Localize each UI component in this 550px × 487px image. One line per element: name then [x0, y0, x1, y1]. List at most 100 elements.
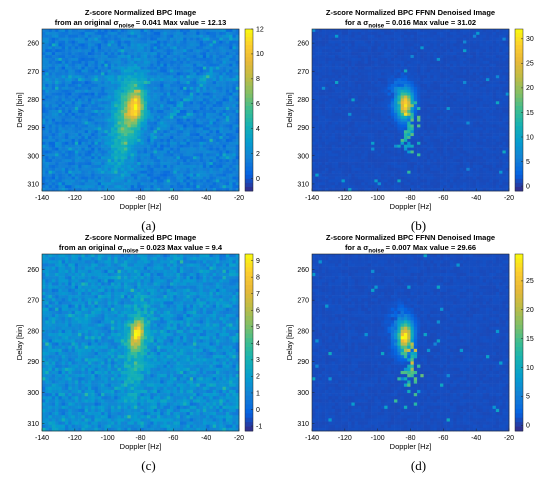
heatmap-cell: [64, 185, 69, 189]
heatmap-cell: [124, 75, 128, 79]
heatmap-cell: [407, 89, 411, 93]
heatmap-cell: [163, 188, 168, 192]
heatmap-cell: [397, 29, 401, 33]
heatmap-cell: [472, 72, 477, 76]
heatmap-cell: [114, 43, 118, 47]
heatmap-cell: [338, 75, 342, 79]
heatmap-cell: [354, 95, 359, 99]
heatmap-cell: [328, 29, 332, 33]
heatmap-cell: [212, 153, 217, 157]
heatmap-cell: [235, 57, 240, 62]
heatmap-cell: [166, 124, 171, 128]
heatmap-cell: [420, 72, 424, 76]
heatmap-cell: [328, 66, 332, 70]
heatmap-cell: [120, 150, 125, 154]
heatmap-cell: [193, 150, 197, 154]
heatmap-cell: [170, 66, 174, 70]
heatmap-cell: [390, 60, 395, 65]
heatmap-cell: [78, 31, 82, 36]
heatmap-cell: [61, 60, 66, 65]
heatmap-cell: [315, 55, 319, 59]
heatmap-cell: [479, 83, 484, 88]
heatmap-cell: [101, 49, 105, 53]
heatmap-cell: [433, 98, 438, 102]
heatmap-cell: [133, 110, 138, 114]
heatmap-cell: [55, 112, 59, 117]
heatmap-cell: [212, 147, 217, 151]
heatmap-cell: [163, 115, 168, 119]
heatmap-cell: [232, 127, 237, 131]
heatmap-cell: [328, 83, 332, 88]
heatmap-cell: [176, 110, 181, 114]
heatmap-cell: [124, 83, 128, 88]
heatmap-cell: [150, 89, 154, 93]
heatmap-cell: [315, 40, 319, 44]
heatmap-cell: [173, 138, 177, 143]
heatmap-cell: [374, 66, 378, 70]
heatmap-cell: [127, 78, 131, 82]
heatmap-cell: [380, 89, 385, 93]
heatmap-cell: [130, 92, 135, 96]
heatmap-cell: [87, 156, 92, 160]
heatmap-cell: [170, 121, 174, 125]
heatmap-cell: [229, 173, 233, 177]
heatmap-cell: [166, 81, 171, 85]
heatmap-cell: [189, 75, 194, 79]
heatmap-cell: [84, 60, 89, 65]
heatmap-cell: [78, 136, 82, 140]
heatmap-cell: [45, 115, 49, 119]
heatmap-cell: [374, 72, 378, 76]
heatmap-cell: [42, 170, 46, 174]
heatmap-cell: [81, 72, 85, 76]
heatmap-cell: [55, 29, 59, 33]
heatmap-cell: [209, 188, 214, 192]
heatmap-cell: [479, 86, 484, 91]
heatmap-cell: [147, 75, 151, 79]
heatmap-cell: [110, 78, 115, 82]
heatmap-cell: [235, 46, 240, 50]
heatmap-cell: [156, 185, 161, 189]
heatmap-cell: [449, 57, 454, 62]
heatmap-cell: [153, 182, 158, 186]
heatmap-cell: [186, 78, 191, 82]
heatmap-cell: [42, 101, 46, 105]
heatmap-cell: [235, 69, 240, 73]
heatmap-cell: [150, 136, 154, 140]
heatmap-cell: [482, 72, 487, 76]
heatmap-cell: [107, 66, 112, 70]
heatmap-cell: [147, 162, 151, 166]
heatmap-cell: [479, 72, 484, 76]
heatmap-cell: [430, 46, 434, 50]
heatmap-cell: [55, 188, 59, 192]
heatmap-cell: [160, 95, 164, 99]
heatmap-cell: [87, 110, 92, 114]
heatmap-cell: [137, 83, 141, 88]
heatmap-cell: [472, 55, 477, 59]
heatmap-cell: [420, 52, 424, 56]
heatmap-cell: [446, 92, 451, 96]
heatmap-cell: [357, 34, 362, 38]
heatmap-cell: [71, 144, 76, 148]
heatmap-cell: [163, 150, 168, 154]
heatmap-cell: [183, 92, 187, 96]
heatmap-cell: [137, 63, 141, 67]
heatmap-cell: [74, 115, 79, 119]
heatmap-cell: [150, 66, 154, 70]
heatmap-cell: [58, 66, 62, 70]
heatmap-cell: [45, 72, 49, 76]
heatmap-cell: [440, 101, 444, 105]
heatmap-cell: [101, 29, 105, 33]
heatmap-cell: [495, 63, 500, 67]
heatmap-cell: [189, 167, 194, 172]
heatmap-cell: [183, 101, 187, 105]
heatmap-cell: [137, 78, 141, 82]
heatmap-cell: [235, 121, 240, 125]
heatmap-cell: [114, 170, 118, 174]
heatmap-cell: [206, 29, 210, 33]
colorbar-segment: [245, 150, 253, 155]
heatmap-cell: [196, 34, 200, 38]
heatmap-cell: [130, 46, 135, 50]
colorbar-segment: [245, 33, 253, 38]
heatmap-cell: [466, 43, 470, 47]
heatmap-cell: [235, 159, 240, 163]
